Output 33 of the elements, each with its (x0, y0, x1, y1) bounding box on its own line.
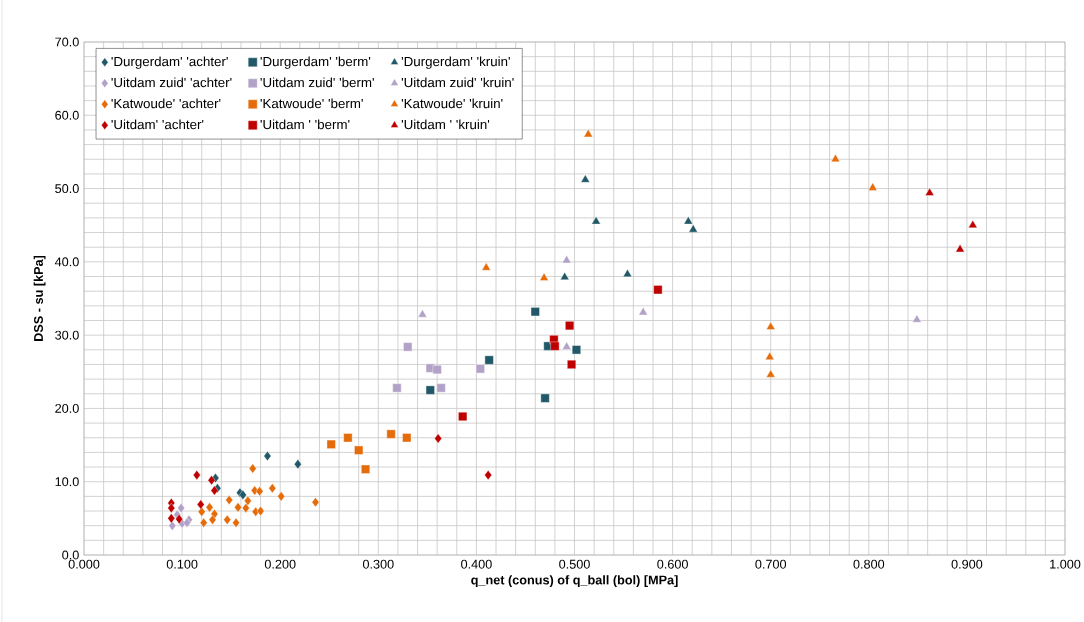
x-tick-label: 0.200 (264, 559, 296, 569)
y-tick-label: 10.0 (55, 477, 79, 487)
x-tick-label: 0.400 (461, 559, 492, 569)
y-axis-title: DSS - su [kPa] (33, 255, 46, 341)
legend-label: 'Uitdam zuid' 'berm' (260, 77, 374, 88)
legend-label: 'Durgerdam' 'achter' (111, 56, 228, 69)
legend-label: 'Katwoude' 'achter' (111, 98, 221, 109)
x-tick-label: 0.800 (853, 559, 885, 569)
legend-label: 'Durgerdam' 'berm' (260, 56, 371, 69)
y-tick-label: 20.0 (55, 403, 79, 413)
legend-label: 'Uitdam' 'achter' (111, 119, 204, 130)
x-tick-label: 1.000 (1050, 559, 1081, 569)
legend-label: 'Uitdam zuid' 'achter' (111, 77, 232, 88)
y-tick-label: 50.0 (55, 184, 79, 194)
y-tick-label: 0.0 (62, 550, 79, 560)
x-tick-label: 0.100 (166, 559, 198, 569)
y-tick-label: 70.0 (55, 37, 79, 47)
legend-label: 'Uitdam ' 'berm' (260, 119, 350, 130)
x-tick-label: 0.000 (68, 559, 100, 569)
x-tick-label: 0.500 (559, 559, 590, 569)
legend-label: 'Durgerdam' 'kruin' (401, 56, 510, 69)
y-tick-label: 60.0 (55, 110, 79, 120)
legend-label: 'Uitdam ' 'kruin' (401, 119, 490, 130)
x-axis-title: q_net (conus) of q_ball (bol) [MPa] (471, 575, 678, 587)
x-tick-label: 0.900 (951, 559, 983, 569)
legend-label: 'Uitdam zuid' 'kruin' (401, 77, 514, 88)
y-tick-label: 30.0 (55, 330, 79, 340)
legend-label: 'Katwoude' 'berm' (260, 98, 363, 109)
x-tick-label: 0.700 (755, 559, 787, 569)
y-tick-label: 40.0 (54, 257, 79, 267)
x-tick-label: 0.300 (362, 559, 394, 569)
x-tick-label: 0.600 (657, 559, 688, 569)
legend-label: 'Katwoude' 'kruin' (401, 98, 503, 109)
